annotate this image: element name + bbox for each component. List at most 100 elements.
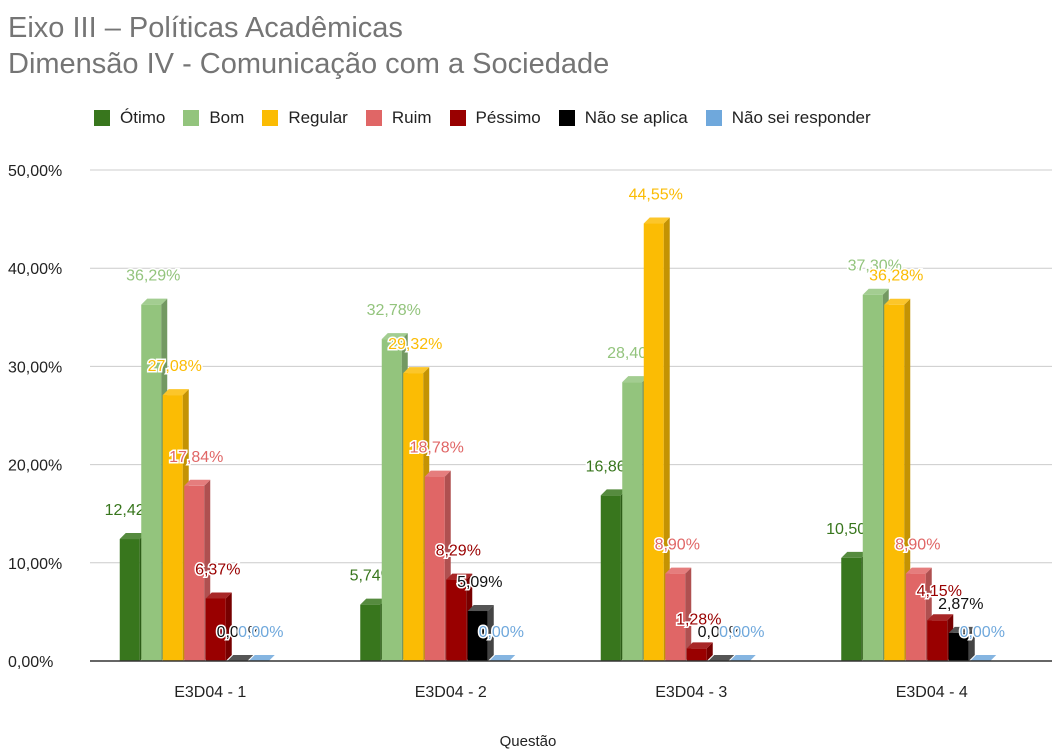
bar-side bbox=[225, 592, 232, 661]
data-label: 36,28% bbox=[869, 268, 923, 285]
data-label: 17,84% bbox=[169, 449, 223, 466]
data-label: 8,29% bbox=[436, 543, 481, 560]
bar bbox=[119, 539, 140, 661]
data-label: 8,90% bbox=[895, 537, 940, 554]
bar-side bbox=[685, 567, 692, 661]
bar-side bbox=[968, 626, 975, 661]
bar-top bbox=[841, 551, 868, 558]
x-tick-label: E3D04 - 1 bbox=[174, 684, 246, 701]
bar-top bbox=[227, 655, 254, 661]
bar bbox=[600, 495, 621, 661]
data-label: 0,00% bbox=[238, 624, 283, 641]
bar-top bbox=[403, 367, 430, 374]
data-label: 1,28% bbox=[676, 611, 721, 628]
bar bbox=[905, 573, 926, 661]
bar bbox=[841, 557, 862, 661]
legend-item: Ruim bbox=[365, 108, 432, 128]
bar-side bbox=[706, 642, 713, 661]
bar-top bbox=[248, 655, 275, 661]
legend-label: Não sei responder bbox=[731, 108, 871, 127]
legend-label: Bom bbox=[209, 108, 245, 127]
data-label: 18,78% bbox=[410, 440, 464, 457]
y-tick-label: 10,00% bbox=[8, 556, 62, 573]
data-label: 2,87% bbox=[938, 596, 983, 613]
legend-swatch bbox=[365, 110, 382, 126]
bar-top bbox=[600, 489, 627, 496]
bar-top bbox=[948, 626, 975, 633]
data-label: 36,29% bbox=[126, 268, 180, 285]
x-tick-label: E3D04 - 2 bbox=[415, 684, 487, 701]
bar bbox=[862, 294, 883, 661]
bar-top bbox=[708, 655, 735, 661]
bar-top bbox=[665, 567, 692, 574]
bar-top bbox=[927, 614, 954, 621]
legend-item: Bom bbox=[183, 108, 244, 128]
data-label: 5,09% bbox=[457, 574, 502, 591]
bar-top bbox=[184, 479, 211, 486]
legend-label: Péssimo bbox=[475, 108, 541, 127]
data-label: 0,00% bbox=[217, 624, 262, 641]
bar bbox=[467, 611, 488, 661]
bar-top bbox=[467, 605, 494, 612]
y-tick-label: 20,00% bbox=[8, 458, 62, 475]
legend-swatch bbox=[94, 110, 110, 126]
bar bbox=[927, 620, 948, 661]
legend-item: Ótimo bbox=[94, 108, 165, 128]
bar-top bbox=[489, 655, 516, 661]
data-label: 8,90% bbox=[655, 537, 700, 554]
x-tick-label: E3D04 - 4 bbox=[896, 684, 968, 701]
legend-item: Péssimo bbox=[449, 108, 541, 128]
bar bbox=[665, 573, 686, 661]
bar-top bbox=[686, 642, 713, 649]
x-tick-label: E3D04 - 3 bbox=[655, 684, 727, 701]
data-label: 27,08% bbox=[148, 358, 202, 375]
bar bbox=[403, 373, 424, 661]
bar-side bbox=[904, 298, 911, 661]
bar-top bbox=[205, 592, 232, 599]
bar-top bbox=[970, 655, 997, 661]
bar-top bbox=[643, 217, 670, 224]
bar bbox=[360, 604, 381, 661]
legend-label: Regular bbox=[288, 108, 348, 127]
data-label: 32,78% bbox=[367, 302, 421, 319]
data-label: 29,32% bbox=[388, 336, 442, 353]
legend-item: Não se aplica bbox=[558, 108, 688, 128]
bar-top bbox=[119, 533, 146, 540]
y-tick-label: 30,00% bbox=[8, 359, 62, 376]
legend-swatch bbox=[449, 110, 466, 126]
bar bbox=[622, 382, 643, 661]
bar bbox=[184, 485, 205, 661]
y-tick-label: 0,00% bbox=[8, 654, 53, 671]
data-label: 44,55% bbox=[629, 187, 683, 204]
bar-side bbox=[663, 217, 670, 662]
data-label: 37,30% bbox=[848, 258, 902, 275]
bar bbox=[948, 632, 969, 661]
legend-swatch bbox=[558, 110, 575, 126]
bar bbox=[446, 579, 467, 661]
legend: Ótimo Bom Regular Ruim Péssimo Não se aplica N… bbox=[94, 108, 889, 128]
bar-top bbox=[905, 567, 932, 574]
bar bbox=[643, 223, 664, 662]
x-axis-label: Questão bbox=[499, 733, 557, 750]
legend-label: Ruim bbox=[391, 108, 432, 127]
bar-side bbox=[487, 605, 494, 661]
data-label: 0,00% bbox=[960, 624, 1005, 641]
chart-title: Eixo III – Políticas Acadêmicas bbox=[8, 12, 403, 44]
legend-item: Não sei responder bbox=[705, 108, 871, 128]
legend-item: Regular bbox=[262, 108, 348, 128]
data-label: 4,15% bbox=[917, 583, 962, 600]
data-label: 6,37% bbox=[195, 561, 240, 578]
chart-subtitle: Dimensão IV - Comunicação com a Sociedad… bbox=[8, 48, 610, 80]
bar bbox=[381, 339, 402, 661]
bar-top bbox=[360, 598, 387, 605]
bar-top bbox=[162, 389, 189, 396]
bar bbox=[141, 304, 162, 661]
legend-swatch bbox=[262, 110, 279, 126]
bar-top bbox=[729, 655, 756, 661]
bar-top bbox=[424, 470, 451, 477]
legend-label: Não se aplica bbox=[584, 108, 688, 127]
bar bbox=[686, 648, 707, 661]
bar-top bbox=[141, 298, 168, 305]
bar-top bbox=[862, 288, 889, 295]
